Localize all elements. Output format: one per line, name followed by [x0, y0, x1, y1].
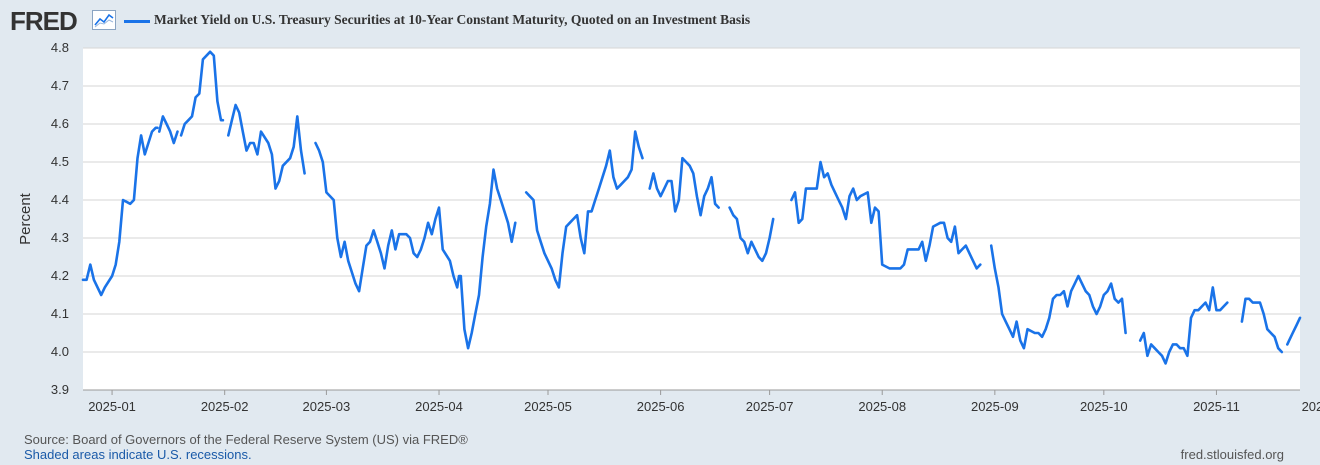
x-tick-label: 2025-01 [88, 399, 136, 414]
y-tick-label: 4.0 [51, 344, 69, 359]
line-chart-icon [92, 10, 116, 30]
x-tick-label: 2025-09 [971, 399, 1019, 414]
series-line-segment [158, 115, 179, 145]
x-axis-ticks: 2025-01 2025-02 2025-03 2025-04 2025-05 2025-… [83, 389, 1320, 414]
x-tick-label: 2025-02 [201, 399, 249, 414]
legend-label[interactable]: Market Yield on U.S. Treasury Securities… [154, 12, 751, 27]
series-line-segment [1138, 286, 1229, 365]
y-axis-title: Percent [17, 192, 34, 245]
series-line-segment [648, 156, 721, 217]
legend-swatch [124, 20, 150, 23]
y-tick-label: 4.3 [51, 230, 69, 245]
y-axis-ticks: 3.9 4.0 4.1 4.2 4.3 4.4 4.5 4.6 4.7 4.8 [51, 40, 69, 397]
y-tick-label: 4.6 [51, 116, 69, 131]
x-tick-label: 2025-10 [1080, 399, 1128, 414]
series-line-segment [314, 141, 517, 350]
x-tick-label: 2025-05 [524, 399, 572, 414]
y-tick-label: 4.2 [51, 268, 69, 283]
y-tick-label: 4.8 [51, 40, 69, 55]
series-line-segment [179, 50, 225, 137]
series-line-segment [524, 130, 644, 289]
y-tick-label: 3.9 [51, 382, 69, 397]
plot-area [83, 48, 1300, 390]
x-tick-label: 2025-04 [415, 399, 463, 414]
fred-url[interactable]: fred.stlouisfed.org [1180, 447, 1284, 462]
y-tick-label: 4.5 [51, 154, 69, 169]
x-tick-label: 2025-07 [746, 399, 794, 414]
chart-header: FRED Market Yield on U.S. Treasury Secur… [0, 0, 1320, 40]
x-tick-label: 2025-08 [858, 399, 906, 414]
series-line-segment [81, 126, 159, 297]
series-line-segment [989, 244, 1127, 350]
x-tick-label: 2025-12 [1302, 399, 1320, 414]
series-line-segment [1286, 316, 1302, 346]
source-text: Source: Board of Governors of the Federa… [24, 432, 468, 447]
x-tick-label: 2025-11 [1193, 399, 1240, 414]
series-line-segment [227, 103, 306, 190]
x-tick-label: 2025-03 [303, 399, 351, 414]
y-tick-label: 4.7 [51, 78, 69, 93]
recession-note[interactable]: Shaded areas indicate U.S. recessions. [24, 447, 252, 462]
y-tick-label: 4.1 [51, 306, 69, 321]
fred-logo[interactable]: FRED [10, 6, 78, 36]
series-line-segment [728, 206, 775, 263]
series-line-segment [790, 160, 982, 270]
x-tick-label: 2025-06 [637, 399, 685, 414]
series-line-segment [1240, 297, 1284, 354]
y-tick-label: 4.4 [51, 192, 69, 207]
series-dgs10 [81, 50, 1302, 365]
